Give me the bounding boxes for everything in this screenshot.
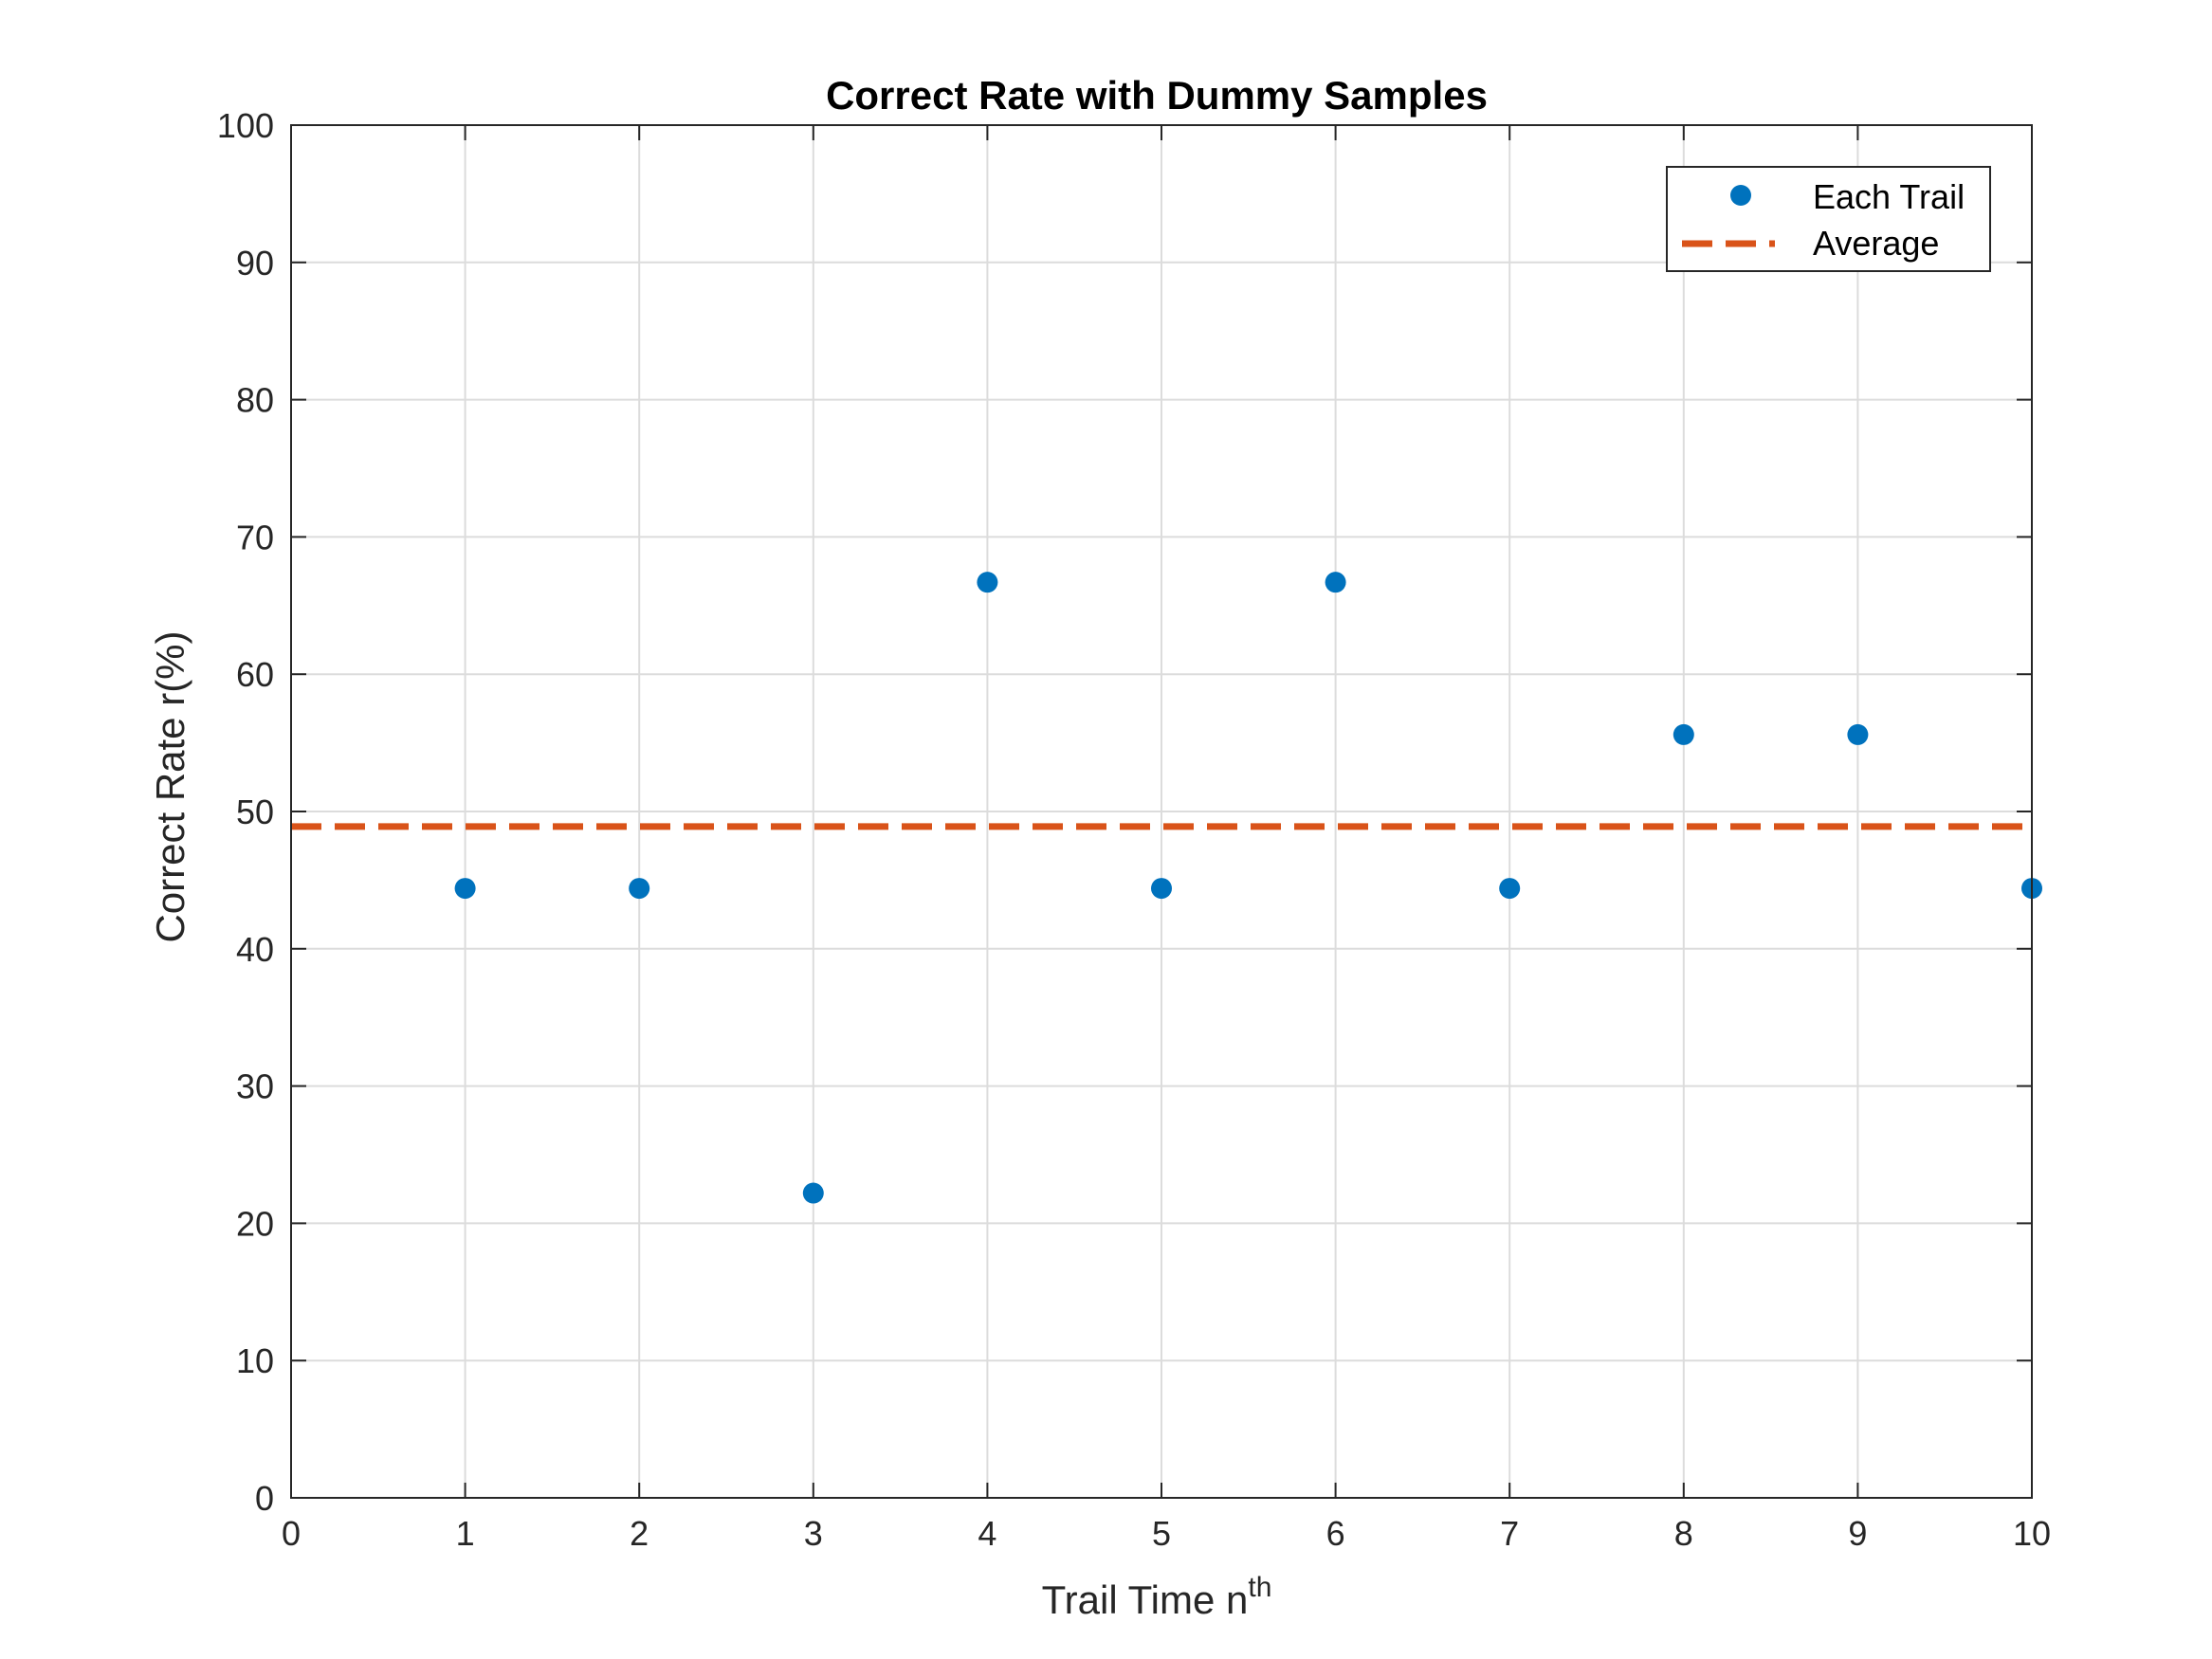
y-tick-label: 20 [236, 1204, 274, 1243]
legend-label-each-trail: Each Trail [1813, 177, 1965, 216]
data-point-each-trail [629, 878, 650, 900]
x-tick-label: 0 [282, 1514, 301, 1553]
data-point-each-trail [1673, 723, 1694, 745]
y-tick-label: 30 [236, 1067, 274, 1106]
data-point-each-trail [1151, 878, 1172, 900]
x-tick-label: 2 [630, 1514, 649, 1553]
plot-data [291, 572, 2042, 1204]
data-point-each-trail [1499, 878, 1521, 900]
x-tick-label: 7 [1500, 1514, 1519, 1553]
x-axis-label: Trail Time nth [1042, 1572, 1272, 1622]
legend-label-average: Average [1813, 224, 1939, 263]
data-point-each-trail [977, 572, 998, 593]
x-tick-label: 1 [456, 1514, 475, 1553]
legend: Each Trail Average [1666, 166, 1991, 272]
y-tick-label: 60 [236, 655, 274, 694]
y-tick-label: 50 [236, 793, 274, 831]
x-axis-label-main: Trail Time n [1042, 1577, 1249, 1622]
x-tick-label: 5 [1152, 1514, 1171, 1553]
x-tick-label: 6 [1326, 1514, 1345, 1553]
x-tick-label: 9 [1848, 1514, 1867, 1553]
y-tick-label: 90 [236, 244, 274, 283]
x-tick-label: 8 [1674, 1514, 1693, 1553]
x-tick-label: 3 [804, 1514, 823, 1553]
data-point-each-trail [802, 1182, 824, 1204]
y-tick-label: 10 [236, 1341, 274, 1380]
y-tick-label: 70 [236, 518, 274, 556]
x-tick-label: 4 [978, 1514, 996, 1553]
data-point-each-trail [1325, 572, 1346, 593]
y-axis-label: Correct Rate r(%) [148, 630, 192, 942]
y-tick-label: 40 [236, 930, 274, 969]
x-tick-label: 10 [2013, 1514, 2051, 1553]
data-point-each-trail [1847, 723, 1869, 745]
data-point-each-trail [454, 878, 476, 900]
y-tick-label: 80 [236, 381, 274, 420]
y-tick-label: 0 [255, 1479, 274, 1518]
x-axis-label-superscript: th [1248, 1572, 1271, 1603]
chart-title: Correct Rate with Dummy Samples [826, 73, 1488, 118]
legend-marker-each-trail [1730, 185, 1751, 206]
y-tick-label: 100 [217, 106, 274, 145]
legend-box [1666, 166, 1991, 272]
